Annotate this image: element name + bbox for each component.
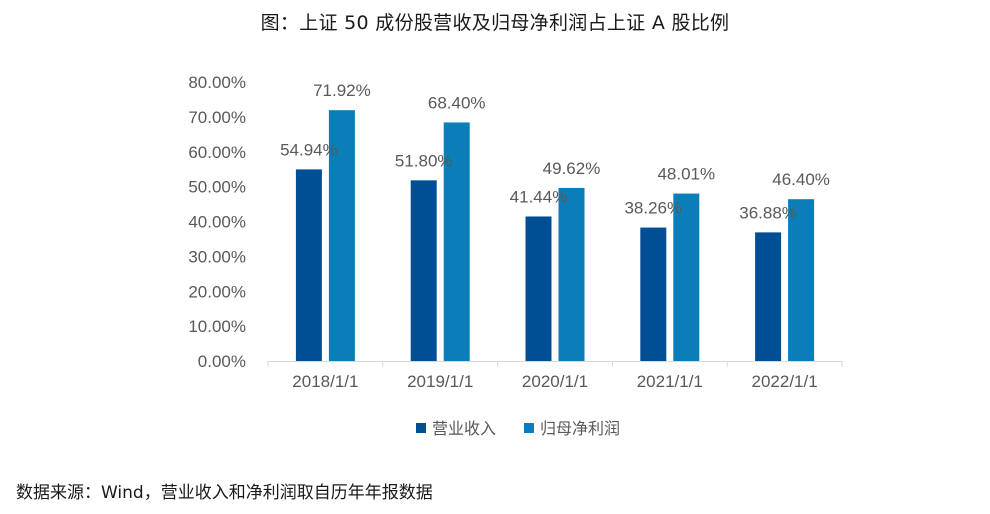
bar-revenue [755, 232, 782, 361]
y-tick-label: 70.00% [188, 108, 246, 127]
bar-net-profit [443, 122, 470, 361]
x-tick-label: 2022/1/1 [752, 372, 818, 391]
bar-revenue [640, 227, 667, 361]
data-label-net-profit: 48.01% [657, 165, 715, 184]
bar-revenue [525, 216, 552, 361]
y-tick-label: 40.00% [188, 213, 246, 232]
chart-title: 图：上证 50 成份股营收及归母净利润占上证 A 股比例 [260, 12, 730, 34]
data-label-net-profit: 49.62% [543, 159, 601, 178]
bars-group [295, 110, 815, 361]
y-tick-label: 80.00% [188, 73, 246, 92]
bar-net-profit [328, 110, 355, 361]
x-tick-label: 2019/1/1 [407, 372, 473, 391]
y-tick-label: 60.00% [188, 143, 246, 162]
legend-swatch-revenue [416, 423, 426, 433]
data-label-net-profit: 46.40% [772, 170, 830, 189]
y-axis: 0.00% 10.00% 20.00% 30.00% 40.00% 50.00% 60.00… [188, 73, 246, 371]
bar-net-profit [673, 193, 700, 361]
y-tick-label: 0.00% [198, 352, 246, 371]
legend-label-revenue: 营业收入 [432, 419, 496, 438]
legend-label-net-profit: 归母净利润 [540, 419, 620, 438]
bar-net-profit [788, 199, 815, 361]
data-labels-group: 54.94% 71.92% 51.80% 68.40% 41.44% 49.62% 38.2… [280, 81, 830, 222]
y-tick-label: 50.00% [188, 178, 246, 197]
x-tick-label: 2018/1/1 [292, 372, 358, 391]
legend: 营业收入 归母净利润 [416, 419, 620, 438]
data-label-revenue: 41.44% [510, 187, 568, 206]
data-label-net-profit: 68.40% [428, 93, 486, 112]
legend-swatch-net-profit [524, 423, 534, 433]
bar-revenue [410, 180, 437, 361]
bar-net-profit [558, 187, 585, 361]
y-tick-label: 20.00% [188, 282, 246, 301]
x-tick-label: 2020/1/1 [522, 372, 588, 391]
x-tick-label: 2021/1/1 [637, 372, 703, 391]
data-label-revenue: 36.88% [739, 203, 797, 222]
y-tick-label: 10.00% [188, 317, 246, 336]
data-label-revenue: 38.26% [624, 199, 682, 218]
data-label-revenue: 51.80% [395, 151, 453, 170]
x-axis: 2018/1/1 2019/1/1 2020/1/1 2021/1/1 2022/1/1 [267, 361, 843, 391]
bar-revenue [295, 169, 322, 361]
y-tick-label: 30.00% [188, 247, 246, 266]
source-note: 数据来源：Wind，营业收入和净利润取自历年年报数据 [16, 483, 433, 503]
data-label-net-profit: 71.92% [313, 81, 371, 100]
data-label-revenue: 54.94% [280, 140, 338, 159]
